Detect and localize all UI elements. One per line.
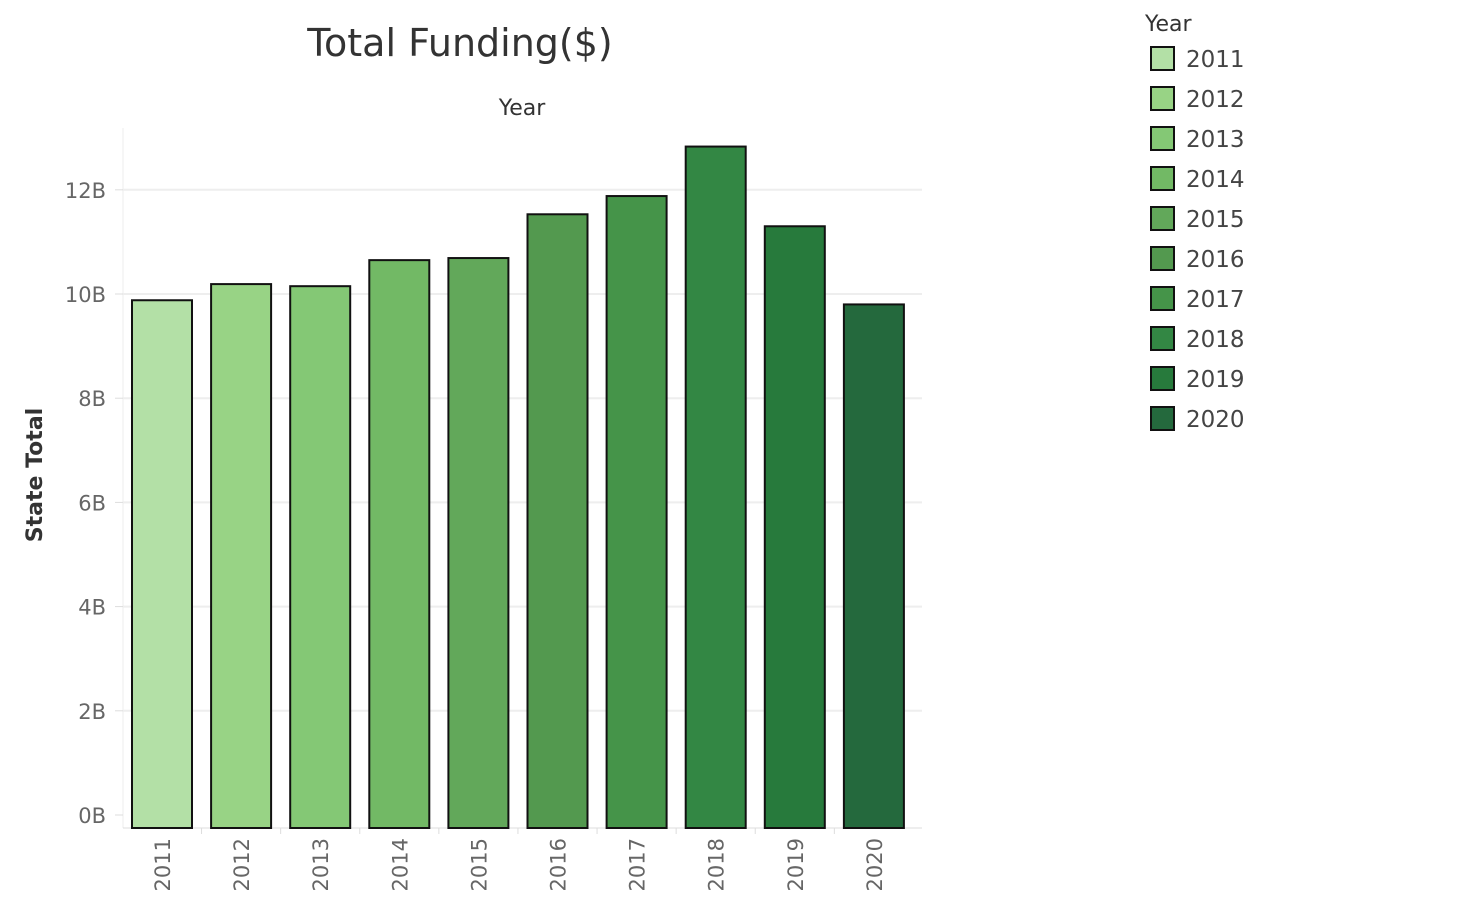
bar-2014: [368, 259, 431, 829]
bar-2013: [289, 285, 352, 829]
bar-2016: [526, 213, 589, 830]
column-header: Year: [498, 96, 547, 121]
legend-label-2013: 2013: [1186, 127, 1245, 153]
legend-title: Year: [1144, 12, 1193, 37]
y-tick-label: 12B: [65, 179, 106, 203]
bars: [131, 145, 905, 830]
x-tick-label: 2020: [863, 838, 887, 891]
bar-2012: [210, 283, 273, 829]
legend-label-2020: 2020: [1186, 407, 1245, 433]
y-tick-label: 4B: [78, 596, 106, 620]
y-axis-label: State Total: [23, 408, 48, 542]
legend-items: 2011 2012 2013 2014 2015 2016 2017 2018 2019 2020: [1150, 46, 1245, 433]
legend-swatch-2014: [1150, 166, 1175, 191]
legend-label-2016: 2016: [1186, 247, 1245, 273]
legend-swatch-2018: [1150, 326, 1175, 351]
x-tick-label: 2015: [467, 838, 491, 891]
bar-2018: [684, 145, 747, 829]
legend-label-2017: 2017: [1186, 287, 1245, 313]
y-tick-label: 6B: [78, 491, 106, 515]
legend-swatch-2017: [1150, 286, 1175, 311]
x-tick-label: 2014: [388, 838, 412, 891]
legend-label-2015: 2015: [1186, 207, 1245, 233]
legend-label-2014: 2014: [1186, 167, 1245, 193]
legend: Year 20112012201320142015201620172018201…: [1144, 12, 1245, 433]
x-tick-label: 2011: [151, 838, 175, 891]
legend-label-2012: 2012: [1186, 87, 1245, 113]
legend-swatch-2016: [1150, 246, 1175, 271]
legend-label-2018: 2018: [1186, 327, 1245, 353]
x-tick-label: 2017: [626, 838, 650, 891]
x-tick-label: 2012: [230, 838, 254, 891]
y-axis-ticks: 0B 2B 4B 6B 8B 10B 12B: [65, 179, 123, 828]
y-tick-label: 8B: [78, 387, 106, 411]
legend-swatch-2012: [1150, 86, 1175, 111]
x-axis-ticks: 2011 2012 2013 2014 2015 2016 2017 2018 2019 2020: [151, 828, 887, 891]
y-tick-label: 2B: [78, 700, 106, 724]
x-tick-label: 2019: [784, 838, 808, 891]
chart-title: Total Funding($): [306, 21, 612, 65]
y-tick-label: 10B: [65, 283, 106, 307]
legend-swatch-2019: [1150, 366, 1175, 391]
x-tick-label: 2018: [705, 838, 729, 891]
legend-swatch-2020: [1150, 406, 1175, 431]
legend-label-2019: 2019: [1186, 367, 1245, 393]
bar-2017: [605, 195, 668, 829]
y-tick-label: 0B: [78, 804, 106, 828]
legend-label-2011: 2011: [1186, 47, 1245, 73]
bar-2015: [447, 257, 510, 829]
legend-swatch-2011: [1150, 46, 1175, 71]
bar-2019: [763, 225, 826, 829]
legend-swatch-2013: [1150, 126, 1175, 151]
x-tick-label: 2016: [547, 838, 571, 891]
bar-2011: [131, 299, 193, 829]
x-tick-label: 2013: [309, 838, 333, 891]
legend-swatch-2015: [1150, 206, 1175, 231]
bar-2020: [842, 303, 905, 830]
